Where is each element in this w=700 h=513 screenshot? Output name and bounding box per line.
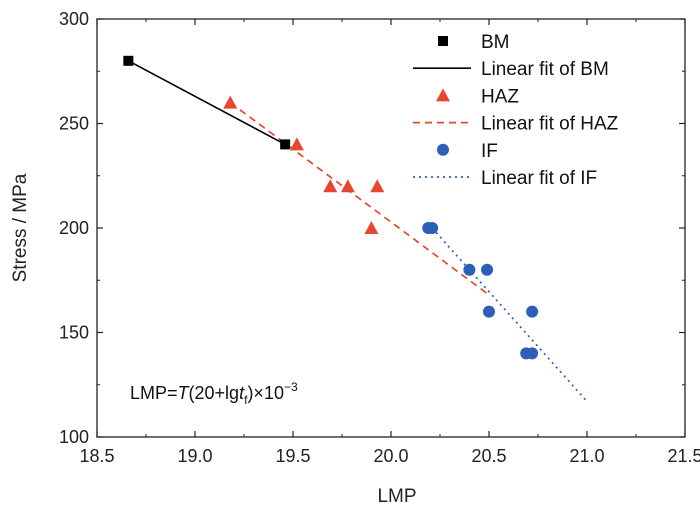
data-point-if <box>481 263 494 276</box>
data-point-haz <box>370 179 385 193</box>
legend-marker-bm <box>438 36 448 46</box>
plot-border <box>96 18 686 438</box>
x-tick-label: 19.5 <box>275 446 310 466</box>
data-point-haz <box>323 179 338 193</box>
y-tick-label: 300 <box>59 9 89 29</box>
x-tick-label: 20.5 <box>471 446 506 466</box>
fit-line-linear-fit-of-haz <box>229 101 490 296</box>
data-point-if <box>483 305 495 318</box>
x-tick-label: 18.5 <box>79 446 114 466</box>
legend-marker-if <box>437 143 449 156</box>
legend-label-linear-fit-of-if: Linear fit of IF <box>481 168 597 189</box>
legend-label-bm: BM <box>481 32 510 53</box>
data-point-bm <box>280 139 291 150</box>
fit-lines <box>127 60 588 403</box>
legend-label-haz: HAZ <box>481 86 519 107</box>
y-axis: 100 150 200 250 300 <box>59 9 685 447</box>
y-tick-label: 100 <box>59 427 89 447</box>
y-tick-label: 250 <box>59 114 89 134</box>
data-point-haz <box>289 137 304 151</box>
x-axis-title: LMP <box>377 486 416 507</box>
plot-frame <box>96 18 686 438</box>
data-point-if <box>426 222 439 234</box>
y-axis-title: Stress / MPa <box>10 173 31 282</box>
x-tick-label: 20.0 <box>373 446 408 466</box>
fit-line-linear-fit-of-if <box>431 227 588 403</box>
fit-line-linear-fit-of-bm <box>127 60 286 146</box>
data-point-if <box>526 347 539 360</box>
lmp-formula-annotation: LMP=T(20+lgtf)×10−3 <box>130 380 298 407</box>
data-point-haz <box>223 95 238 109</box>
data-point-haz <box>340 179 355 193</box>
legend-label-linear-fit-of-haz: Linear fit of HAZ <box>481 114 619 135</box>
data-points <box>123 55 539 360</box>
legend-label-linear-fit-of-bm: Linear fit of BM <box>481 59 609 80</box>
legend-label-if: IF <box>481 141 498 162</box>
legend: BM Linear fit of BM HAZ Linear fit of HAZ IF… <box>413 32 619 189</box>
x-tick-label: 19.0 <box>177 446 212 466</box>
y-tick-label: 150 <box>59 323 89 343</box>
data-point-haz <box>364 221 379 234</box>
data-point-bm <box>123 55 134 66</box>
x-tick-label: 21.5 <box>667 446 700 466</box>
y-tick-label: 200 <box>59 218 89 238</box>
x-axis: 18.5 19.0 19.5 20.0 20.5 21.0 21.5 <box>79 19 700 466</box>
x-tick-label: 21.0 <box>569 446 604 466</box>
legend-marker-haz <box>436 88 450 102</box>
data-point-if <box>463 263 476 276</box>
data-point-if <box>526 305 539 318</box>
